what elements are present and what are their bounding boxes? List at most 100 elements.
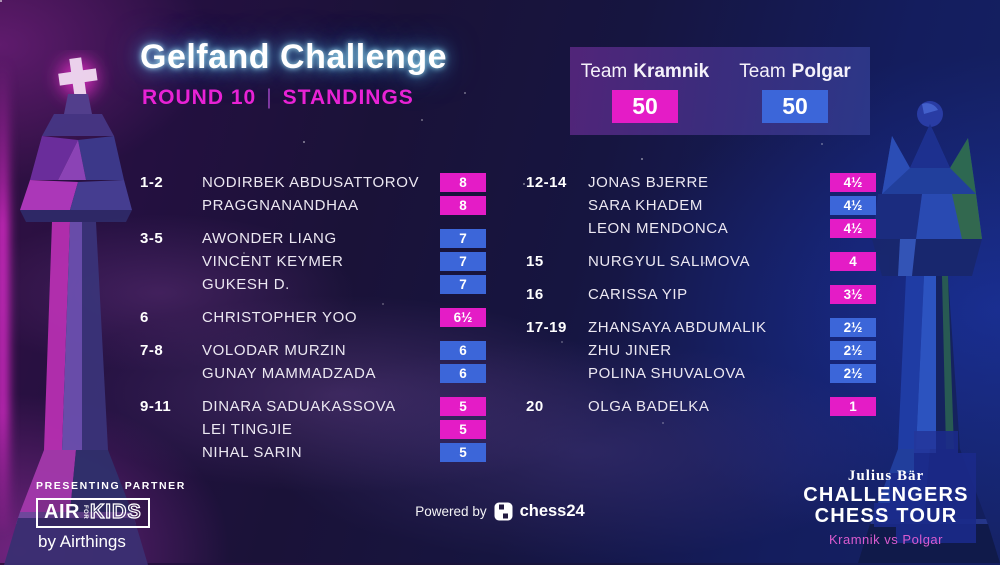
score-badge: 4½ bbox=[830, 173, 876, 192]
score-badge: 6 bbox=[440, 364, 486, 383]
score-badge: 7 bbox=[440, 252, 486, 271]
air-for-kids-logo: AIR FOR KIDS bbox=[36, 498, 150, 528]
score-badge: 2½ bbox=[830, 318, 876, 337]
team-name: Kramnik bbox=[633, 61, 710, 82]
score-badge: 5 bbox=[440, 443, 486, 462]
logo-air-text: AIR bbox=[44, 501, 80, 523]
table-row: 15 NURGYUL SALIMOVA 4 bbox=[526, 250, 876, 273]
powered-by-label: Powered by bbox=[415, 504, 487, 519]
table-row: ZHU JINER 2½ bbox=[526, 339, 876, 362]
standings-column-right: 12-14 JONAS BJERRE 4½ SARA KHADEM 4½ LEON M… bbox=[526, 171, 876, 418]
table-row: POLINA SHUVALOVA 2½ bbox=[526, 362, 876, 385]
score-badge: 7 bbox=[440, 229, 486, 248]
logo-kids-text: KIDS bbox=[89, 500, 142, 523]
table-row: 6 CHRISTOPHER YOO 6½ bbox=[140, 306, 486, 329]
score-badge: 5 bbox=[440, 420, 486, 439]
table-row: 1-2 NODIRBEK ABDUSATTOROV 8 bbox=[140, 171, 486, 194]
team-prefix: Team bbox=[739, 61, 786, 82]
page-title: Gelfand Challenge bbox=[140, 38, 447, 76]
presenting-partner-label: PRESENTING PARTNER bbox=[36, 480, 186, 492]
score-badge: 2½ bbox=[830, 341, 876, 360]
score-badge: 4½ bbox=[830, 196, 876, 215]
player-name: NURGYUL SALIMOVA bbox=[588, 253, 751, 270]
rank-label: 20 bbox=[526, 398, 544, 415]
table-row: VINCENT KEYMER 7 bbox=[140, 250, 486, 273]
julius-baer-label: Julius Bär bbox=[847, 468, 925, 484]
table-row: GUKESH D. 7 bbox=[140, 273, 486, 296]
score-badge: 8 bbox=[440, 196, 486, 215]
table-row: LEI TINGJIE 5 bbox=[140, 418, 486, 441]
player-name: NIHAL SARIN bbox=[202, 444, 303, 461]
score-badge: 4 bbox=[830, 252, 876, 271]
team-name: Polgar bbox=[791, 61, 851, 82]
player-name: ZHU JINER bbox=[588, 342, 672, 359]
left-edge-neon-glow bbox=[0, 60, 9, 530]
player-name: OLGA BADELKA bbox=[588, 398, 710, 415]
score-badge: 5 bbox=[440, 397, 486, 416]
rank-label: 12-14 bbox=[526, 174, 567, 191]
player-name: DINARA SADUAKASSOVA bbox=[202, 398, 396, 415]
round-standings-subtitle: ROUND 10 | STANDINGS bbox=[142, 86, 414, 110]
player-name: ZHANSAYA ABDUMALIK bbox=[588, 319, 767, 336]
player-name: PRAGGNANANDHAA bbox=[202, 197, 359, 214]
table-row: GUNAY MAMMADZADA 6 bbox=[140, 362, 486, 385]
player-name: AWONDER LIANG bbox=[202, 230, 337, 247]
challengers-tour-block: Julius Bär CHALLENGERS CHESS TOUR Kramni… bbox=[778, 468, 994, 547]
chess24-brand-text: chess24 bbox=[519, 502, 585, 520]
score-badge: 8 bbox=[440, 173, 486, 192]
rank-label: 6 bbox=[140, 309, 149, 326]
team-polgar-score: 50 bbox=[762, 90, 828, 123]
score-badge: 7 bbox=[440, 275, 486, 294]
team-polgar-name: Team Polgar bbox=[739, 61, 851, 83]
knight-logo bbox=[874, 431, 976, 543]
table-row: PRAGGNANANDHAA 8 bbox=[140, 194, 486, 217]
table-row: 17-19 ZHANSAYA ABDUMALIK 2½ bbox=[526, 316, 876, 339]
logo-for-text: FOR bbox=[81, 505, 88, 520]
team-kramnik-cell: Team Kramnik 50 bbox=[570, 47, 720, 135]
airthings-byline: by Airthings bbox=[38, 532, 126, 551]
player-name: POLINA SHUVALOVA bbox=[588, 365, 746, 382]
team-scoreboard: Team Kramnik 50 Team Polgar 50 bbox=[570, 47, 870, 135]
standings-label: STANDINGS bbox=[282, 86, 414, 109]
table-row: 7-8 VOLODAR MURZIN 6 bbox=[140, 339, 486, 362]
player-name: LEI TINGJIE bbox=[202, 421, 293, 438]
table-row: 12-14 JONAS BJERRE 4½ bbox=[526, 171, 876, 194]
rank-label: 7-8 bbox=[140, 342, 164, 359]
team-kramnik-score: 50 bbox=[612, 90, 678, 123]
score-badge: 6 bbox=[440, 341, 486, 360]
table-row: LEON MENDONCA 4½ bbox=[526, 217, 876, 240]
player-name: GUKESH D. bbox=[202, 276, 290, 293]
rank-label: 15 bbox=[526, 253, 544, 270]
tour-title-line2: CHESS TOUR bbox=[814, 505, 958, 527]
background-stars bbox=[0, 0, 2, 2]
rank-label: 17-19 bbox=[526, 319, 567, 336]
table-row: 3-5 AWONDER LIANG 7 bbox=[140, 227, 486, 250]
player-name: LEON MENDONCA bbox=[588, 220, 729, 237]
table-row: 20 OLGA BADELKA 1 bbox=[526, 395, 876, 418]
rank-label: 16 bbox=[526, 286, 544, 303]
team-prefix: Team bbox=[580, 61, 628, 82]
player-name: JONAS BJERRE bbox=[588, 174, 709, 191]
player-name: CHRISTOPHER YOO bbox=[202, 309, 358, 326]
table-row: 16 CARISSA YIP 3½ bbox=[526, 283, 876, 306]
player-name: NODIRBEK ABDUSATTOROV bbox=[202, 174, 420, 191]
presenting-partner-block: PRESENTING PARTNER AIR FOR KIDS by Airth… bbox=[36, 480, 186, 552]
table-row: 9-11 DINARA SADUAKASSOVA 5 bbox=[140, 395, 486, 418]
team-kramnik-name: Team Kramnik bbox=[581, 61, 710, 83]
table-row: NIHAL SARIN 5 bbox=[140, 441, 486, 464]
score-badge: 1 bbox=[830, 397, 876, 416]
player-name: GUNAY MAMMADZADA bbox=[202, 365, 377, 382]
subtitle-separator: | bbox=[266, 86, 273, 109]
table-row: SARA KHADEM 4½ bbox=[526, 194, 876, 217]
tour-matchup-label: Kramnik vs Polgar bbox=[829, 532, 943, 547]
powered-by-block: Powered by chess24 bbox=[0, 502, 1000, 521]
score-badge: 4½ bbox=[830, 219, 876, 238]
player-name: VINCENT KEYMER bbox=[202, 253, 344, 270]
rank-label: 9-11 bbox=[140, 398, 172, 415]
player-name: CARISSA YIP bbox=[588, 286, 688, 303]
player-name: VOLODAR MURZIN bbox=[202, 342, 347, 359]
rank-label: 1-2 bbox=[140, 174, 164, 191]
standings-column-left: 1-2 NODIRBEK ABDUSATTOROV 8 PRAGGNANANDHAA… bbox=[140, 171, 486, 464]
round-label: ROUND 10 bbox=[142, 86, 257, 109]
score-badge: 6½ bbox=[440, 308, 486, 327]
